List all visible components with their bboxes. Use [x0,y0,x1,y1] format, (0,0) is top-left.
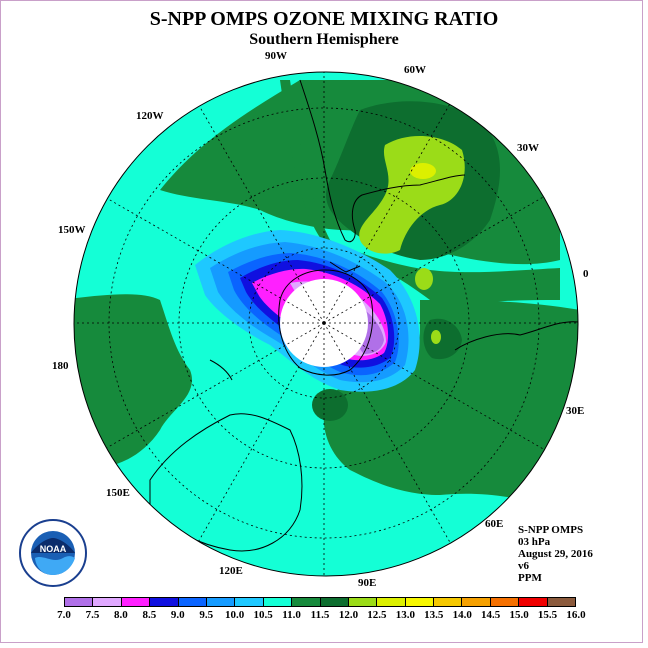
colorbar-tick-label: 11.5 [310,609,330,621]
colorbar-tick-label: 15.5 [537,609,558,621]
new-zealand-coast [209,359,233,381]
svg-text:NOAA: NOAA [40,544,67,554]
colorbar-segment [121,598,151,606]
lon-label-180: 180 [52,360,69,372]
colorbar-segment [292,598,321,606]
colorbar-tick-label: 12.5 [367,609,387,621]
colorbar-tick-label: 16.0 [566,609,586,621]
band-12-5 [359,135,465,254]
colorbar-segment [235,598,264,606]
band-12-0-south [312,389,348,421]
colorbar-segment [320,598,349,606]
band-12-0-east [423,318,462,360]
colorbar-ticks: 7.0 7.5 8.0 8.5 9.0 9.5 10.0 10.5 11.0 11.5 12.0 12… [57,609,586,623]
colorbar-segment [377,598,406,606]
colorbar-segment [547,598,576,606]
coastlines [149,79,578,552]
colorbar-segment [93,598,122,606]
colorbar-tick-label: 14.5 [481,609,501,621]
polar-map [73,71,579,577]
lon-label-120e: 120E [219,565,243,577]
band-12-5-east [431,330,441,344]
colorbar-tick-label: 13.5 [424,609,444,621]
band-11-5-east [323,300,578,520]
info-level: 03 hPa [518,536,551,548]
map-title: S-NPP OMPS OZONE MIXING RATIO [149,8,499,30]
band-12-5-small [415,268,433,290]
colorbar-tick-label: 9.0 [170,609,185,621]
map-border [73,71,579,577]
colorbar-tick-label: 12.0 [338,609,359,621]
graticule [74,72,578,576]
colorbar-segment [150,598,179,606]
colorbar-tick-label: 13.0 [395,609,415,621]
info-units: PPM [518,572,542,584]
lon-label-0: 0 [583,268,589,280]
info-date: August 29, 2016 [518,548,593,560]
colorbar-tick-label: 8.0 [114,609,128,621]
colorbar-tick-label: 10.0 [225,609,245,621]
south-america-coast [299,79,466,243]
colorbar [64,597,576,607]
info-instrument: S-NPP OMPS [518,524,584,536]
lon-label-90e: 90E [358,577,377,589]
colorbar-segment [65,598,94,606]
antarctic-peninsula-coast [329,261,361,273]
colorbar-segment [405,598,435,606]
colorbar-tick-label: 7.0 [57,609,71,621]
colorbar-segment [348,598,378,606]
colorbar-tick-label: 14.0 [452,609,472,621]
colorbar-segment [519,598,548,606]
lon-label-60e: 60E [485,518,504,530]
colorbar-segment [434,598,463,606]
lon-label-150e: 150E [106,487,130,499]
colorbar-tick-label: 7.5 [85,609,100,621]
africa-coast [454,321,578,351]
lon-label-30e: 30E [566,405,585,417]
colorbar-segment [462,598,491,606]
colorbar-tick-label: 15.0 [509,609,529,621]
lon-label-150w: 150W [58,224,86,236]
info-block: S-NPP OMPS 03 hPa August 29, 2016 v6 PPM [518,524,593,584]
colorbar-segment [178,598,207,606]
colorbar-tick-label: 8.5 [142,609,157,621]
colorbar-segment [206,598,236,606]
colorbar-segment [263,598,293,606]
noaa-logo: NOAA [19,519,87,587]
australia-coast [149,413,303,552]
colorbar-segment [490,598,520,606]
colorbar-tick-label: 9.5 [199,609,214,621]
band-13-0 [410,163,436,179]
lon-label-30w: 30W [517,142,539,154]
map-subtitle: Southern Hemisphere [249,31,399,48]
lon-label-90w: 90W [265,50,287,62]
lon-label-60w: 60W [404,64,426,76]
lon-label-120w: 120W [136,110,164,122]
antarctica-coast [278,269,374,376]
colorbar-tick-label: 10.5 [253,609,273,621]
colorbar-tick-label: 11.0 [282,609,301,621]
info-version: v6 [518,560,529,572]
